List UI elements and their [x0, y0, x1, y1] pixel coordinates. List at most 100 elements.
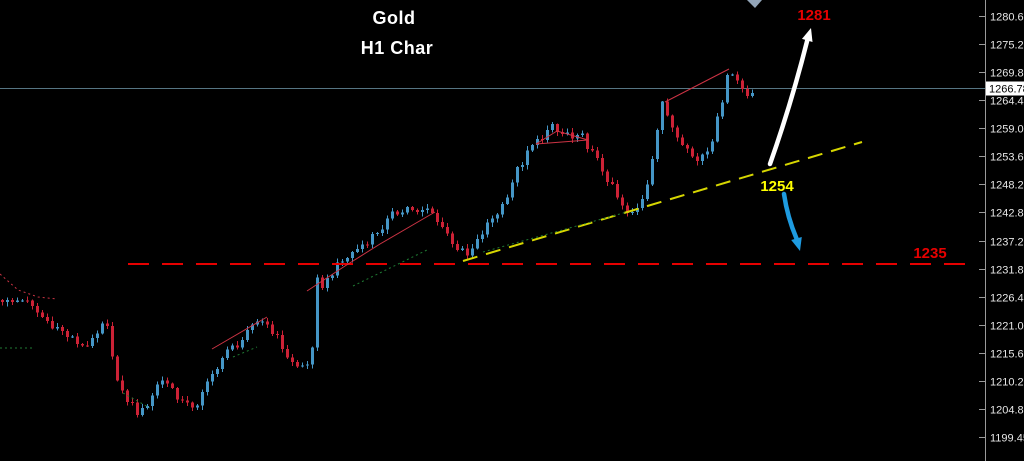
fractal-line-top[interactable] — [664, 68, 730, 103]
candle-up — [581, 130, 584, 137]
candle-body — [431, 208, 434, 214]
candle-body — [406, 207, 409, 213]
candle-down — [616, 179, 619, 200]
candle-up — [141, 404, 144, 417]
candle-body — [131, 401, 134, 403]
support-dots-2[interactable] — [122, 392, 151, 409]
candle-body — [481, 234, 484, 239]
candle-down — [741, 78, 744, 93]
axis-price-label: 1264.40 — [990, 96, 1024, 108]
candle-down — [136, 398, 139, 418]
candle-up — [6, 297, 9, 307]
candle-body — [446, 226, 449, 234]
candle-down — [601, 154, 604, 176]
candle-down — [31, 299, 34, 310]
candle-down — [611, 177, 614, 186]
axis-price-label: 1226.45 — [990, 293, 1024, 305]
support-price-label[interactable]: 1235 — [913, 245, 946, 262]
candle-up — [211, 370, 214, 386]
candle-body — [601, 157, 604, 172]
candle-body — [626, 205, 629, 213]
candle-body — [656, 129, 659, 160]
projection-arrow-up[interactable] — [767, 28, 813, 167]
candle-body — [316, 277, 319, 348]
candle-down — [166, 377, 169, 388]
candle-up — [216, 366, 219, 378]
candle-body — [436, 213, 439, 223]
arrow-head — [791, 236, 802, 251]
axis-price-label: 1199.45 — [990, 433, 1024, 445]
candle-body — [66, 330, 69, 338]
candle-up — [156, 381, 159, 399]
arrow-shaft — [767, 38, 810, 167]
candle-body — [286, 349, 289, 358]
candle-body — [696, 156, 699, 162]
candle-body — [251, 324, 254, 330]
candle-body — [366, 244, 369, 246]
ascending-trendline[interactable] — [462, 141, 863, 262]
candle-body — [156, 384, 159, 396]
support-dots-3[interactable] — [232, 346, 258, 358]
candle-down — [411, 205, 414, 212]
candle-up — [701, 153, 704, 166]
projection-arrow-down[interactable] — [781, 191, 802, 251]
candle-down — [26, 296, 29, 304]
chart-title-symbol: Gold — [373, 8, 416, 28]
candle-body — [231, 345, 234, 350]
candle-body — [11, 300, 14, 302]
candle-up — [381, 224, 384, 237]
candle-body — [181, 399, 184, 401]
candle-body — [151, 395, 154, 407]
candle-down — [121, 375, 124, 394]
candle-body — [726, 75, 729, 103]
candle-down — [266, 318, 269, 328]
support-dots-4[interactable] — [352, 249, 428, 287]
candle-body — [586, 133, 589, 150]
candle-body — [396, 211, 399, 215]
axis-price-label: 1210.25 — [990, 377, 1024, 389]
fractal-triangle-midtop[interactable] — [535, 130, 589, 145]
candle-up — [401, 209, 404, 218]
candle-up — [731, 73, 734, 77]
candle-body — [271, 324, 274, 335]
candle-body — [241, 339, 244, 348]
candle-body — [321, 277, 324, 289]
candle-body — [456, 243, 459, 250]
candle-down — [451, 231, 454, 248]
chart-title-timeframe: H1 Char — [361, 38, 434, 58]
candle-up — [226, 346, 229, 361]
ma-curve-topleft[interactable] — [0, 273, 58, 300]
candle-body — [211, 373, 214, 382]
candle-body — [1, 299, 4, 303]
fractal-line-left-hump[interactable] — [211, 316, 268, 350]
candle-down — [76, 333, 79, 348]
candle-body — [291, 357, 294, 362]
candle-body — [451, 233, 454, 244]
candle-down — [681, 134, 684, 146]
candle-up — [221, 356, 224, 372]
candle-up — [361, 240, 364, 253]
target-price-label[interactable]: 1281 — [797, 7, 830, 24]
candle-body — [381, 229, 384, 234]
candle-body — [331, 275, 334, 279]
candle-body — [136, 402, 139, 416]
candle-body — [476, 238, 479, 249]
candle-up — [501, 202, 504, 218]
fractal-line-rally[interactable] — [306, 211, 436, 292]
candle-down — [441, 217, 444, 229]
candle-body — [506, 197, 509, 204]
candle-up — [426, 204, 429, 214]
candle-down — [366, 241, 369, 249]
candle-body — [326, 278, 329, 289]
candle-up — [631, 207, 634, 216]
candle-up — [496, 212, 499, 223]
candle-body — [121, 380, 124, 391]
candle-up — [71, 335, 74, 338]
trendline-price-label[interactable]: 1254 — [760, 178, 794, 195]
candle-body — [526, 150, 529, 165]
arrow-head — [801, 28, 813, 43]
candle-body — [681, 137, 684, 145]
candle-up — [476, 234, 479, 250]
candle-body — [701, 154, 704, 162]
